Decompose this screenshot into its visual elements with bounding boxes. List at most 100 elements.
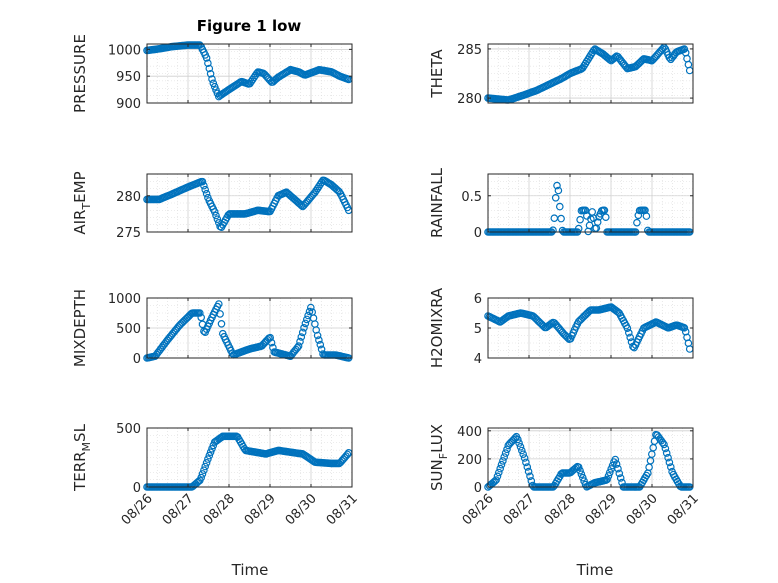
data-point — [313, 331, 322, 340]
data-point — [198, 470, 207, 478]
data-point — [499, 457, 507, 465]
data-point — [661, 444, 670, 453]
data-point — [496, 464, 505, 473]
data-point — [614, 464, 622, 473]
data-point — [209, 79, 218, 88]
axes-box — [146, 173, 353, 233]
data-point — [197, 473, 206, 482]
data-point — [551, 194, 560, 202]
data-point — [513, 435, 522, 444]
data-point — [612, 460, 621, 468]
x-tick-label: 08/26 — [460, 491, 497, 528]
subplot-mixdepth: 0 500 1000 MIXDEPTH — [71, 289, 353, 367]
data-point — [300, 323, 308, 332]
data-point — [553, 181, 561, 190]
data-point — [294, 342, 303, 350]
data-point — [213, 215, 222, 224]
data-point — [298, 328, 307, 337]
data-point — [608, 461, 617, 470]
data-point — [216, 310, 224, 318]
data-point — [549, 226, 557, 235]
data-point — [206, 448, 215, 457]
data-point — [315, 336, 323, 344]
y-axis-label: THETA — [428, 49, 446, 99]
data-point — [200, 181, 208, 190]
data-point — [301, 319, 310, 328]
data-point — [210, 82, 219, 91]
figure-title: Figure 1 low — [197, 17, 302, 35]
data-point — [205, 64, 214, 73]
y-tick-label: 0 — [474, 226, 482, 241]
subplot-grid: 900 950 1000 PRESSURE 280 285 THETA 275 280 AIRTE… — [71, 34, 702, 528]
data-point — [601, 213, 610, 222]
y-tick-label: 280 — [116, 190, 141, 205]
subplot-air_temp: 275 280 AIRTEMP — [71, 171, 353, 241]
data-point — [208, 444, 216, 453]
x-tick-label: 08/27 — [160, 491, 197, 528]
x-axis-label-left: Time — [231, 561, 269, 579]
data-point — [593, 218, 602, 226]
data-point — [524, 467, 533, 476]
y-tick-label: 1000 — [108, 43, 141, 58]
data-point — [527, 477, 536, 485]
data-point — [523, 463, 532, 471]
x-tick-label: 08/28 — [201, 491, 238, 528]
y-axis-label: SUNFLUX — [428, 424, 450, 491]
x-tick-label: 08/30 — [283, 491, 320, 528]
y-tick-label: 275 — [116, 226, 141, 241]
x-tick-label: 08/29 — [242, 491, 279, 528]
data-point — [202, 189, 211, 198]
data-point — [557, 214, 565, 223]
y-tick-label: 0 — [474, 481, 482, 496]
data-point — [517, 446, 526, 455]
data-point — [197, 313, 206, 322]
data-point — [680, 45, 689, 53]
data-point — [202, 458, 211, 467]
data-point — [604, 472, 613, 480]
y-axis-label: MIXDEPTH — [71, 289, 89, 367]
data-point — [312, 326, 321, 334]
data-point — [578, 473, 587, 482]
x-tick-label: 08/31 — [324, 491, 361, 528]
data-point — [316, 340, 325, 349]
y-axis-label: RAINFALL — [428, 167, 446, 238]
data-point — [633, 218, 641, 227]
data-point — [516, 442, 525, 451]
data-point — [217, 319, 226, 328]
data-point — [522, 458, 530, 467]
data-point — [201, 462, 210, 471]
data-point — [215, 300, 223, 308]
y-tick-label: 500 — [116, 322, 141, 337]
data-point — [589, 214, 598, 223]
data-point — [611, 455, 620, 464]
x-tick-label: 08/27 — [501, 491, 538, 528]
data-point — [662, 449, 671, 457]
subplot-h2omixra: 4 5 6 H2OMIXRA — [428, 287, 694, 368]
data-point — [615, 469, 624, 478]
data-point — [642, 212, 651, 220]
data-point — [493, 472, 502, 481]
data-point — [297, 201, 306, 210]
data-point — [497, 460, 506, 469]
y-tick-label: 950 — [116, 70, 141, 85]
data-point — [605, 468, 614, 477]
data-point — [494, 468, 503, 477]
data-point — [296, 337, 304, 346]
axes-box — [487, 427, 694, 488]
y-tick-label: 400 — [457, 425, 482, 440]
y-tick-label: 4 — [474, 352, 482, 367]
x-tick-label: 08/28 — [542, 491, 579, 528]
subplot-theta: 280 285 THETA — [428, 43, 694, 107]
subplot-terr_msl: 0 500 TERRMSL 08/26 08/27 08/28 08/29 08/30 08/3… — [71, 422, 361, 528]
data-point — [520, 454, 529, 462]
y-axis-label: H2OMIXRA — [428, 287, 446, 368]
y-axis-label: AIRTEMP — [71, 171, 93, 234]
data-point — [267, 338, 276, 347]
data-point — [198, 177, 207, 186]
axes-box — [146, 43, 353, 104]
data-point — [204, 455, 212, 463]
data-point — [343, 450, 352, 459]
x-tick-label: 08/26 — [119, 491, 156, 528]
y-tick-label: 280 — [457, 92, 482, 107]
data-point — [577, 470, 586, 479]
